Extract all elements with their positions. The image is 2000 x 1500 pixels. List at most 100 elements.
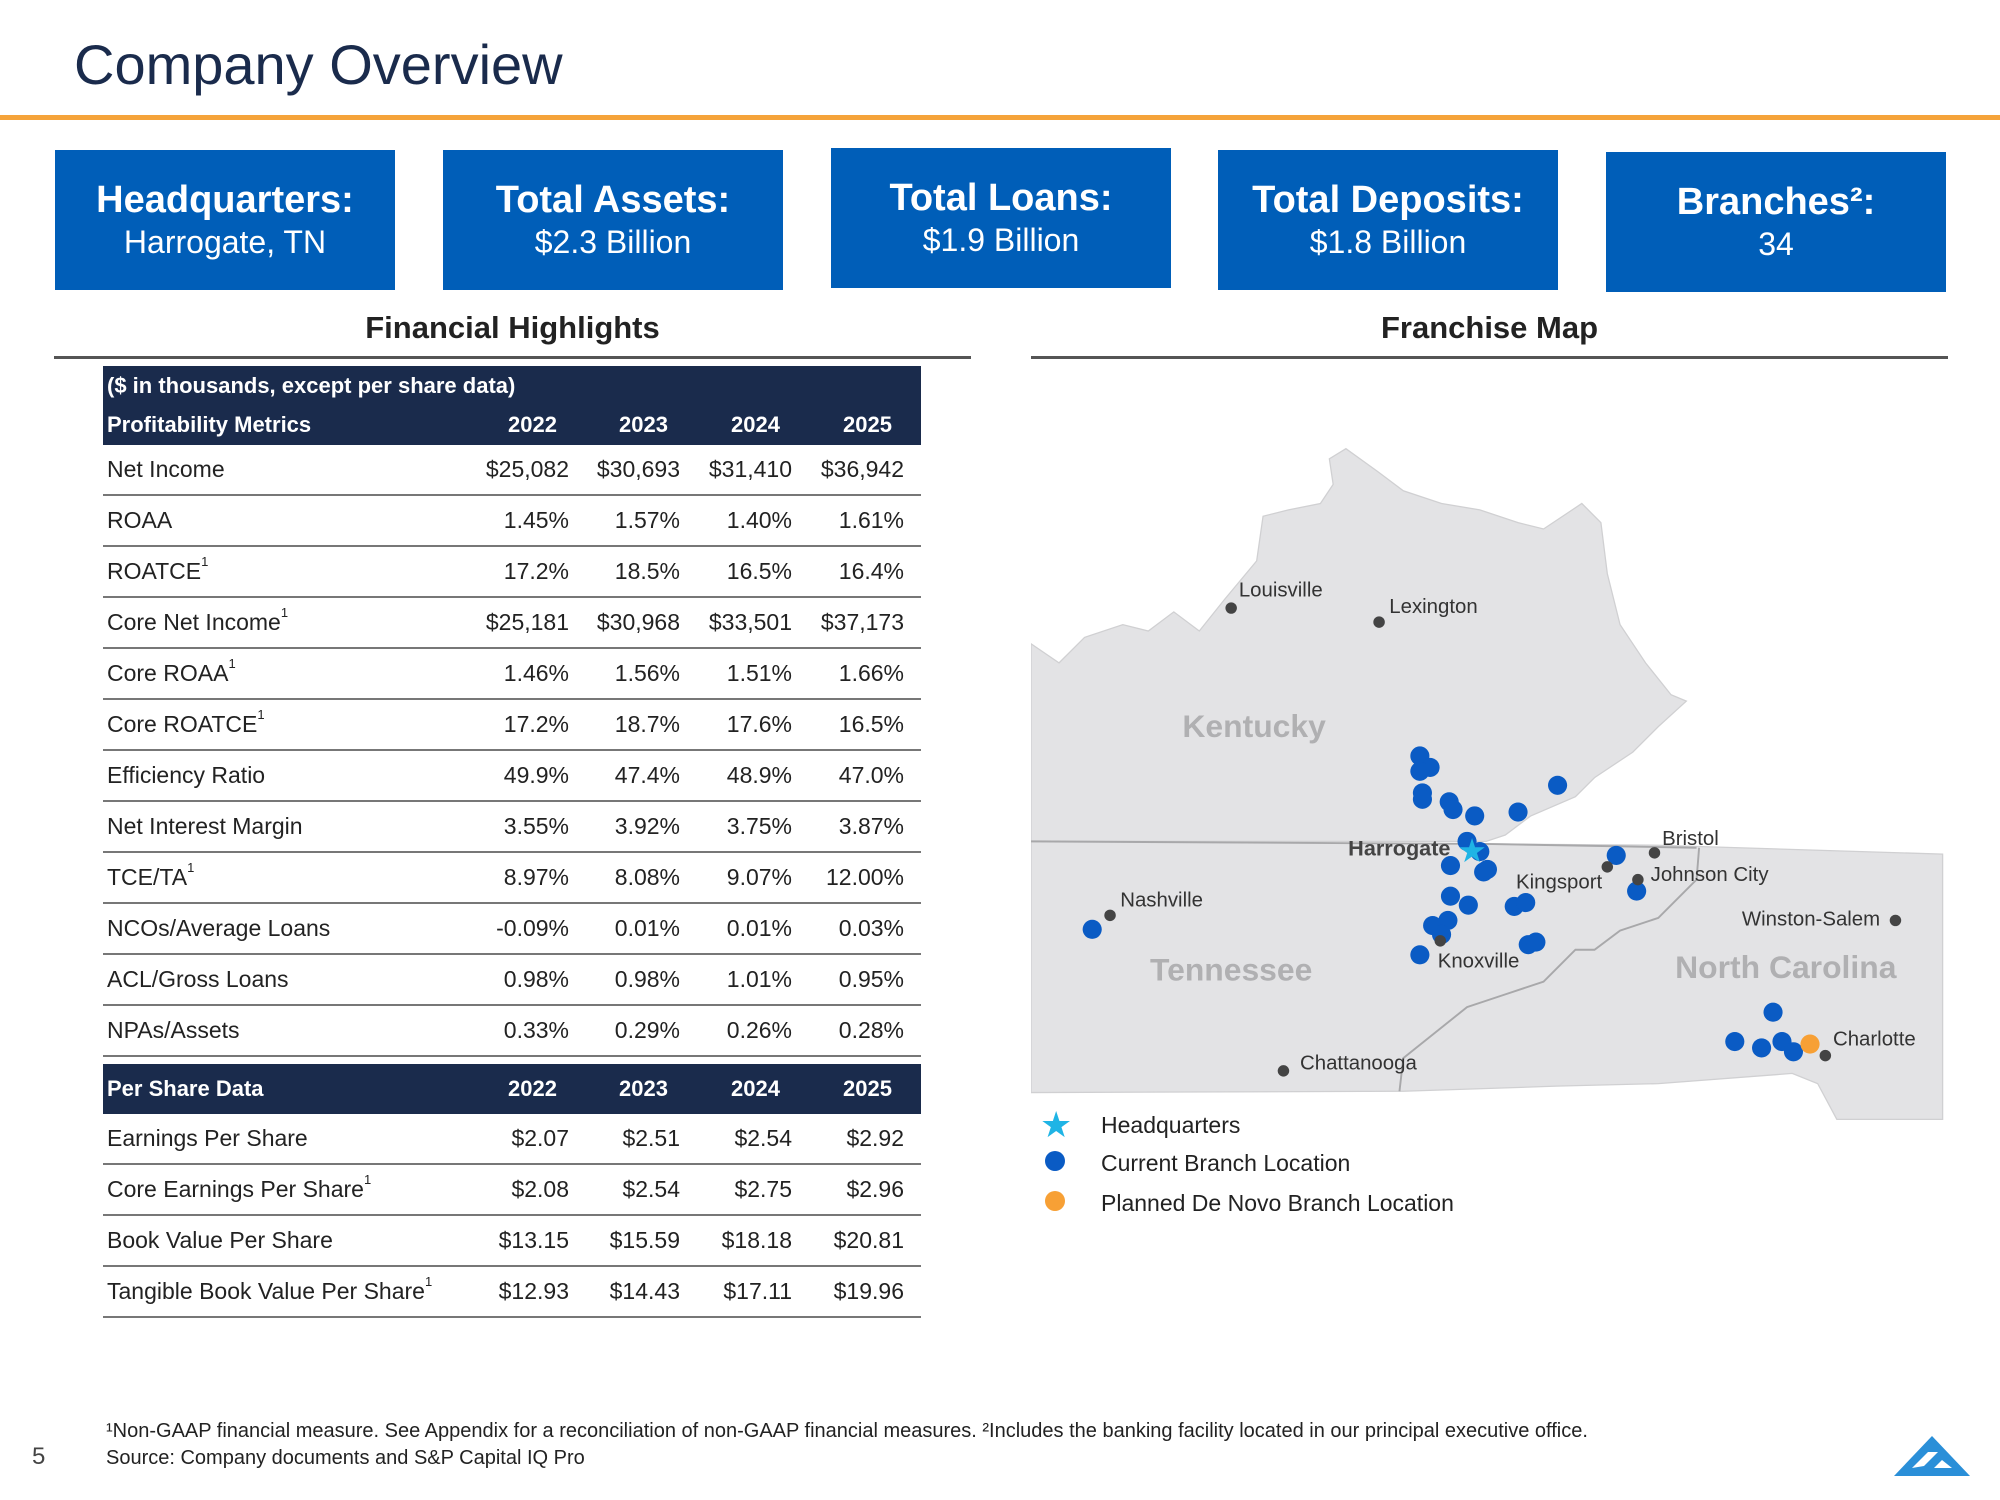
column-header: 2022	[508, 1076, 557, 1101]
branch-marker	[1725, 1031, 1745, 1052]
column-header: 2023	[619, 411, 668, 437]
table-cell: 48.9%	[726, 762, 792, 788]
table-cell: 18.5%	[614, 558, 680, 584]
table-cell: 0.95%	[838, 966, 904, 992]
table-cell: 0.03%	[838, 915, 904, 941]
branch-marker	[1440, 856, 1461, 876]
row-label-text: Earnings Per Share	[107, 1125, 308, 1151]
city-label: Louisville	[1239, 580, 1323, 602]
branch-marker	[1082, 919, 1102, 939]
table-row: Core ROAA1 1.46% 1.56% 1.51% 1.66%	[103, 649, 921, 700]
table-cell: $13.15	[498, 1227, 569, 1253]
state-border	[1031, 840, 1697, 849]
table-cell: 0.98%	[614, 966, 680, 992]
city-label: Chattanooga	[1300, 1053, 1417, 1075]
row-label-text: ACL/Gross Loans	[107, 966, 289, 992]
page-title: Company Overview	[74, 33, 563, 96]
per-share-table: Per Share Data 2022 2023 2024 2025 Earni…	[103, 1064, 921, 1318]
table-cell: $33,501	[708, 609, 792, 635]
table-cell: 47.4%	[614, 762, 680, 788]
row-label: Earnings Per Share	[103, 1125, 458, 1152]
branch-marker	[1526, 932, 1546, 952]
legend-item-current-branch: Current Branch Location	[1040, 1150, 1350, 1177]
table-cell: 0.33%	[503, 1017, 569, 1043]
table-cell: 49.9%	[503, 762, 569, 788]
row-label-text: NPAs/Assets	[107, 1017, 240, 1043]
branch-marker	[1458, 895, 1478, 915]
column-header: 2025	[843, 1076, 892, 1101]
table-cell: $2.51	[622, 1125, 680, 1151]
table-cell: 1.66%	[838, 660, 904, 686]
footnote-line: ¹Non-GAAP financial measure. See Appendi…	[106, 1420, 1588, 1442]
franchise-map-title: Franchise Map	[1380, 310, 1599, 345]
tennessee-north-carolina-shape	[1031, 840, 1944, 1120]
table-cell: 17.2%	[503, 558, 569, 584]
table-row: Net Interest Margin 3.55% 3.92% 3.75% 3.87%	[103, 802, 921, 853]
footnote-marker: 1	[424, 1274, 433, 1289]
table-cell: $17.11	[723, 1278, 792, 1304]
table-row: Net Income $25,082 $30,693 $31,410 $36,942	[103, 445, 921, 496]
section-divider	[1031, 356, 1948, 359]
section-divider	[54, 356, 971, 359]
branch-marker	[1470, 842, 1490, 862]
branch-marker	[1443, 799, 1463, 820]
kpi-total-loans: Total Loans: $1.9 Billion	[831, 148, 1171, 288]
city-marker	[1373, 616, 1385, 628]
city-marker	[1601, 861, 1614, 873]
orange-dot-icon	[1040, 1190, 1070, 1217]
table-units-note: ($ in thousands, except per share data)	[107, 373, 516, 398]
table-header: ($ in thousands, except per share data) …	[103, 366, 921, 445]
city-marker	[1277, 1065, 1290, 1077]
row-label: Efficiency Ratio	[103, 762, 458, 789]
row-label-text: Core Net Income	[107, 609, 281, 635]
kpi-value: Harrogate, TN	[123, 224, 327, 260]
column-header: 2024	[731, 1076, 780, 1101]
column-header: 2022	[508, 411, 557, 437]
table-cell: 16.5%	[726, 558, 792, 584]
table-cell: $12.93	[498, 1278, 569, 1304]
table-cell: 3.87%	[838, 813, 904, 839]
legend-item-headquarters: ★ Headquarters	[1040, 1104, 1240, 1145]
table-row: Core Net Income1 $25,181 $30,968 $33,501 $37…	[103, 598, 921, 649]
table-cell: 8.08%	[614, 864, 680, 890]
branch-marker	[1606, 845, 1626, 865]
row-label: Core ROAA1	[103, 656, 458, 687]
kpi-headquarters: Headquarters: Harrogate, TN	[55, 150, 395, 290]
footnote-marker: 1	[228, 656, 236, 671]
table-cell: 0.28%	[838, 1017, 904, 1043]
table-row: ROAA 1.45% 1.57% 1.40% 1.61%	[103, 496, 921, 547]
row-label-text: Net Income	[107, 456, 225, 482]
table-cell: -0.09%	[496, 915, 569, 941]
table-cell: $19.96	[833, 1278, 904, 1304]
row-label-text: TCE/TA	[107, 864, 188, 890]
row-label: ACL/Gross Loans	[103, 966, 458, 993]
state-label: Kentucky	[1182, 708, 1326, 744]
table-row: Core Earnings Per Share1 $2.08 $2.54 $2.75 $…	[103, 1165, 921, 1216]
table-cell: 3.92%	[614, 813, 680, 839]
table-cell: $31,410	[708, 456, 792, 482]
table-cell: $37,173	[820, 609, 904, 635]
row-label: Core Earnings Per Share1	[103, 1172, 458, 1203]
page-number: 5	[32, 1443, 46, 1470]
franchise-map: Kentucky Tennessee North Carolina Louisvil…	[1031, 447, 1944, 1120]
city-marker	[1225, 602, 1237, 614]
table-cell: 1.46%	[503, 660, 569, 686]
city-marker	[1648, 847, 1661, 859]
row-label: Core Net Income1	[103, 605, 458, 636]
table-cell: $25,082	[485, 456, 569, 482]
table-cell: $2.75	[734, 1176, 792, 1202]
table-cell: 1.57%	[614, 507, 680, 533]
blue-dot-icon	[1040, 1150, 1070, 1177]
financial-highlights-title: Financial Highlights	[365, 310, 660, 345]
table-row: Efficiency Ratio 49.9% 47.4% 48.9% 47.0%	[103, 751, 921, 802]
table-cell: $30,693	[596, 456, 680, 482]
city-label: Nashville	[1120, 889, 1203, 911]
table-cell: 47.0%	[838, 762, 904, 788]
row-label: ROAA	[103, 507, 458, 534]
star-icon: ★	[1040, 1104, 1073, 1145]
branch-marker	[1412, 789, 1432, 809]
table-row: Core ROATCE1 17.2% 18.7% 17.6% 16.5%	[103, 700, 921, 751]
kpi-value: 34	[1758, 226, 1794, 262]
table-cell: 17.2%	[503, 711, 569, 737]
footnote-marker: 1	[363, 1172, 372, 1187]
